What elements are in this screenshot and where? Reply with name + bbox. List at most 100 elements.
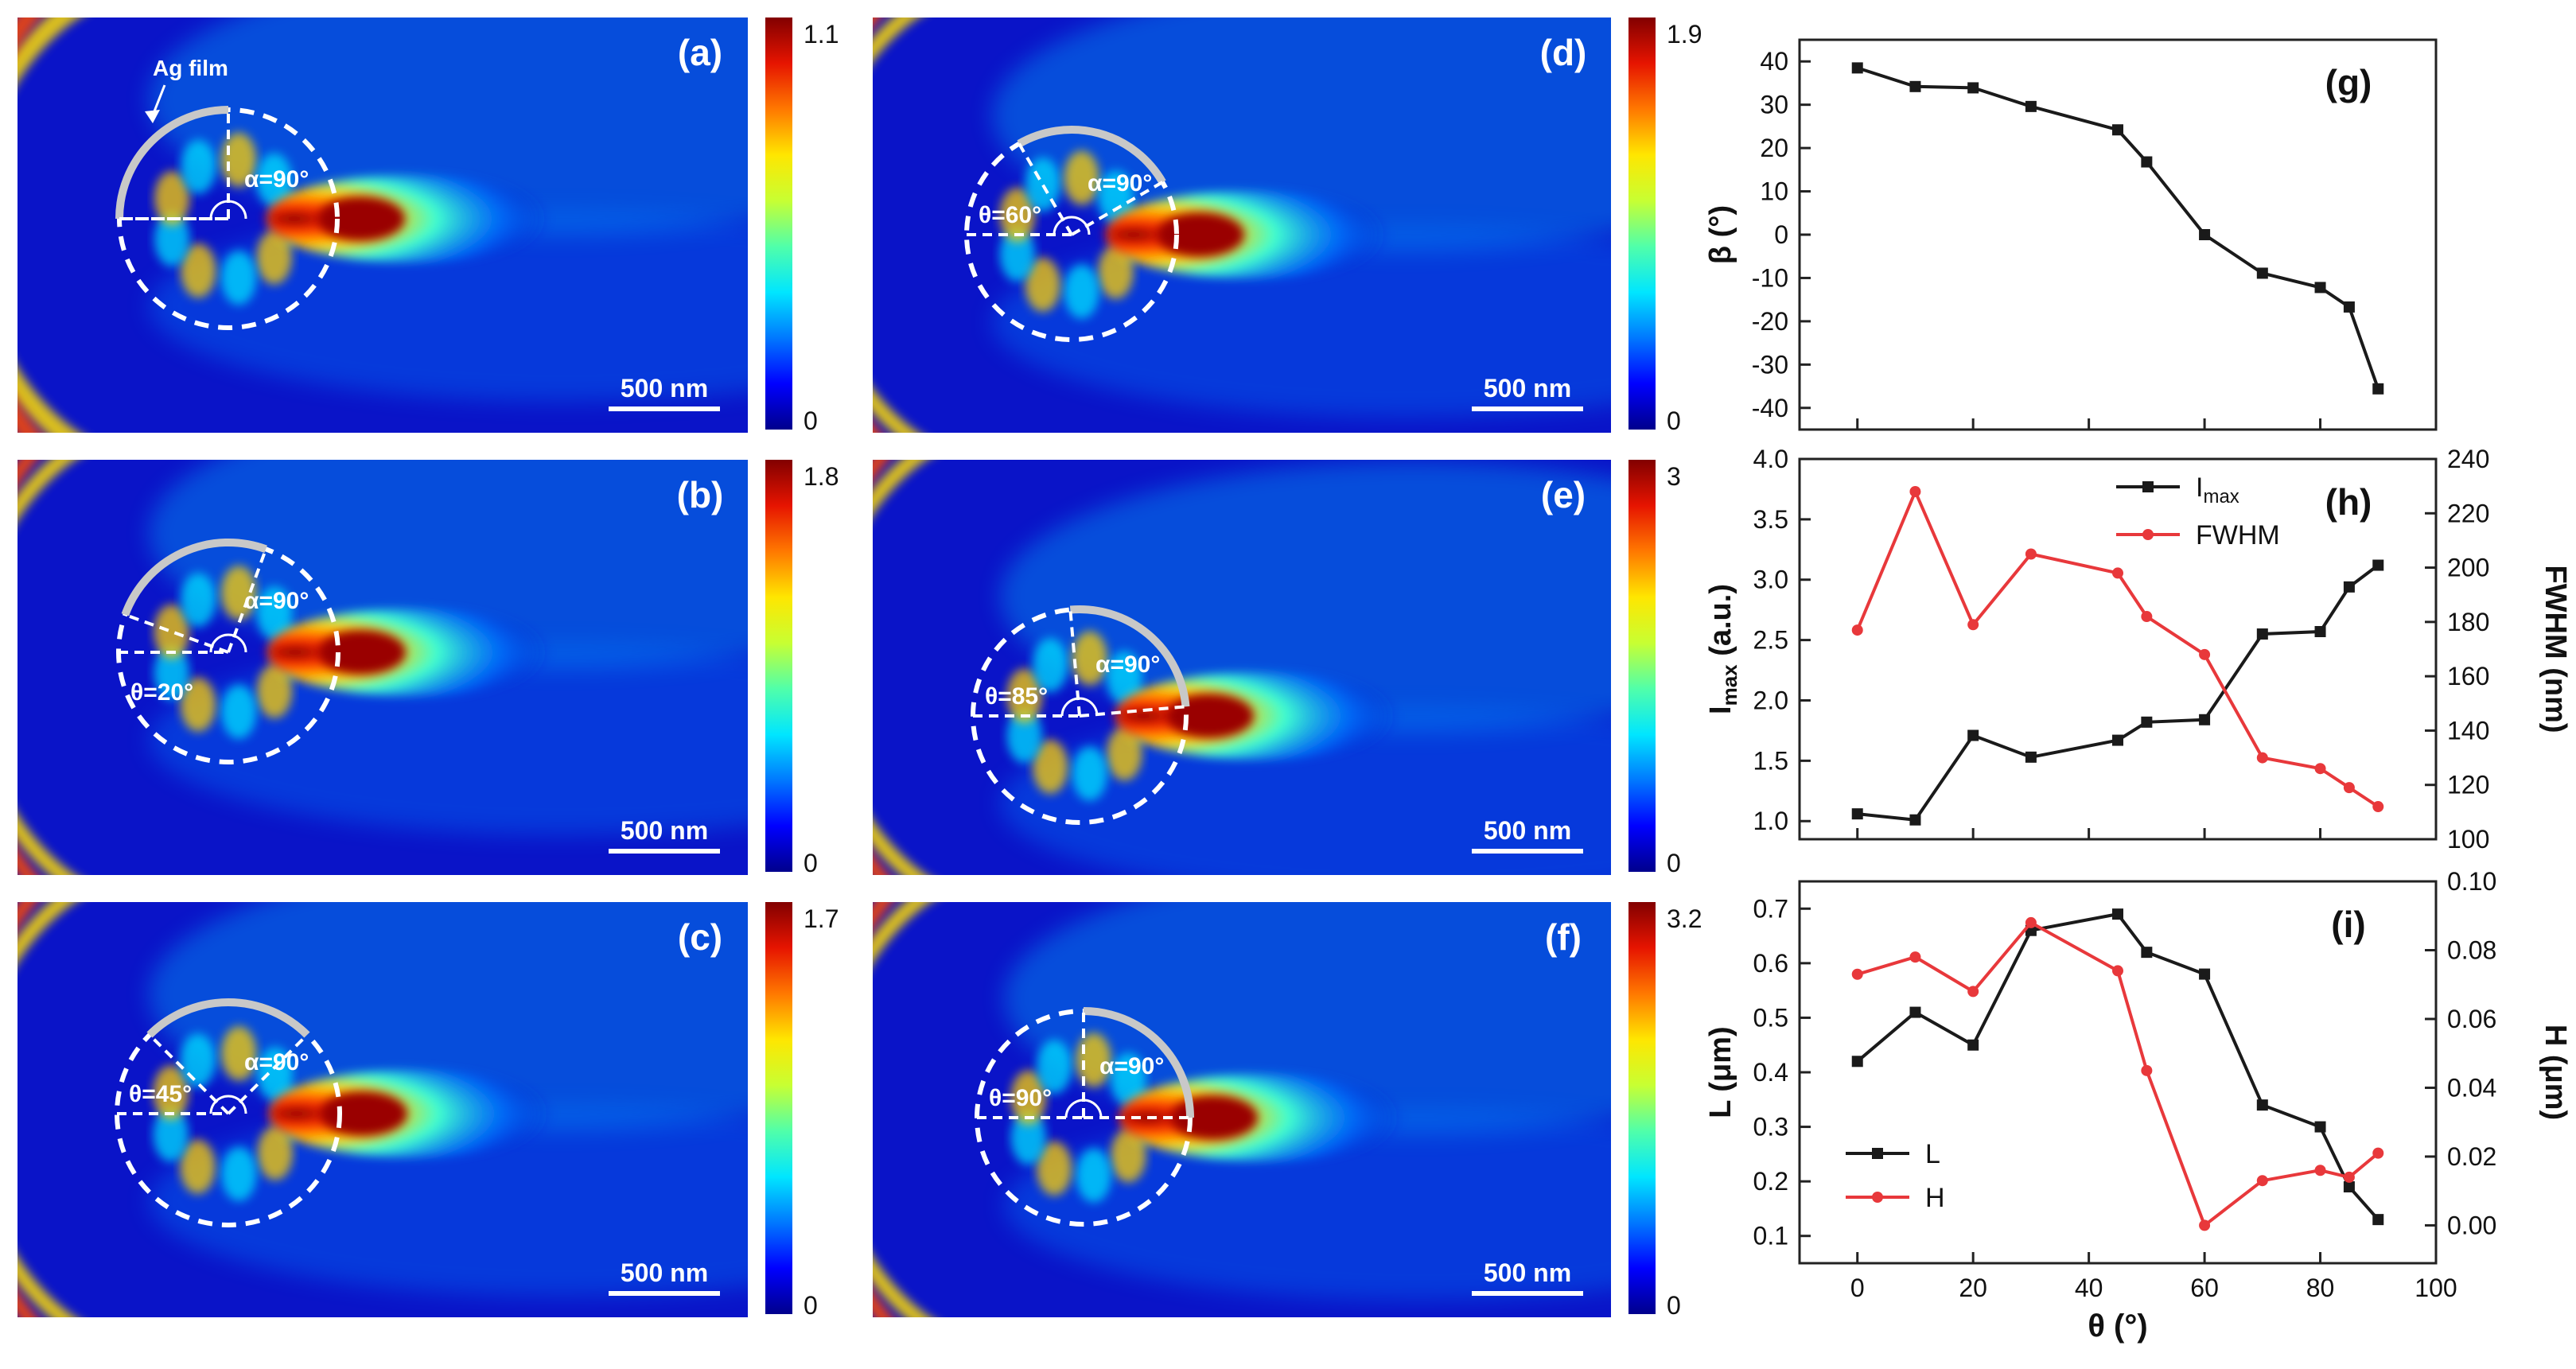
ag-film-label: Ag film [153,56,228,80]
interference-blob [1072,746,1107,801]
legend-marker-l [1872,1148,1883,1159]
interference-blob [257,1047,293,1102]
microsphere-outline [115,1000,342,1227]
angle-arc [1060,697,1099,717]
colorbar-min-label: 0 [804,849,818,877]
field-panel-b: α=90° θ=20° (b) 500 nm 1.8 0 [18,460,839,877]
interference-blob [999,227,1035,282]
scale-bar-label: 500 nm [621,374,708,403]
series-line-β [1857,66,2380,390]
interference-blob [154,171,190,226]
field-panel-d: α=90° θ=60° (d) 500 nm 1.9 0 [873,18,1702,435]
x-axis-label: θ (°) [2088,1309,2147,1344]
beam-core [318,630,406,675]
legend-label-h: H [1925,1183,1945,1213]
focused-beam [1105,191,1391,278]
wave-arc [873,460,927,875]
panel-label: (b) [677,474,724,515]
chart-g: 40 30 20 10 0 -10 -20 -30 -40 β (°) (g) [1704,38,2438,431]
interference-blob [181,677,216,732]
field-maps: α=90° Ag film (a) 500 nm 1.1 0 α=90° θ=20° (b) 50… [18,18,1702,1333]
y-right-tick-label: 180 [2447,608,2489,636]
interference-blob [999,188,1035,243]
colorbar [1628,460,1656,872]
ag-film-arc [146,998,310,1038]
interference-blob [1098,170,1134,225]
scale-bar-label: 500 nm [621,1258,708,1287]
interference-blob [257,586,293,641]
data-point-h [1909,951,1921,963]
y-tick-label: 1.0 [1753,807,1788,835]
x-tick-label: 0 [1850,1274,1865,1302]
data-point-imax [2343,581,2355,593]
interference-blob [221,1026,257,1081]
data-point-fwhm [2343,782,2355,794]
colorbar-max-label: 1.9 [1667,20,1702,49]
data-point-fwhm [2314,763,2326,775]
data-point-h [2256,1175,2268,1187]
data-point-fwhm [2025,548,2037,560]
data-point-fwhm [2141,611,2153,623]
focused-beam [1115,672,1401,760]
field-panel-c: α=90° θ=45° (c) 500 nm 1.7 0 [18,902,839,1320]
interference-blob [221,1146,257,1201]
y-tick-label: 40 [1760,47,1788,76]
data-point-β [1967,82,1979,94]
theta-label: θ=85° [985,683,1048,710]
y-tick-label: 10 [1760,177,1788,206]
y-right-tick-label: 160 [2447,662,2489,690]
interference-blob [181,243,216,298]
theta-label: θ=20° [130,679,193,706]
interference-blob [1072,631,1107,686]
y-tick-label: -20 [1752,307,1788,336]
focused-beam [266,175,552,263]
interference-blob [181,573,216,628]
data-point-fwhm [2372,801,2384,813]
y-right-tick-label: 220 [2447,499,2489,527]
y-tick-label: -30 [1752,350,1788,379]
interference-blob [1076,1148,1111,1203]
angle-arc [209,1095,247,1114]
data-point-imax [2112,734,2123,746]
data-point-fwhm [1967,619,1979,631]
data-point-h [2141,1064,2153,1076]
y-axis-label: L (μm) [1704,1026,1737,1118]
alpha-label: α=90° [244,1049,309,1075]
panel-label: (e) [1541,474,1586,515]
wave-arc [18,902,76,1317]
field-pattern [18,902,748,1317]
glow-lower [149,644,748,835]
x-tick-label: 80 [2306,1274,2335,1302]
data-point-l [1909,1006,1921,1018]
data-point-imax [2025,751,2037,763]
data-point-β [2025,100,2037,112]
scale-bar-label: 500 nm [1484,1258,1571,1287]
chart-panel-label: (g) [2325,62,2372,103]
data-point-imax [2199,714,2211,725]
data-point-imax [1851,808,1863,820]
legend-marker-h [1872,1192,1883,1203]
colorbar-min-label: 0 [1667,1291,1681,1320]
data-point-l [2372,1214,2384,1226]
glow-upper [149,460,748,668]
data-point-β [2256,267,2268,279]
x-tick-label: 40 [2075,1274,2103,1302]
focused-beam [267,609,553,696]
field-pattern [18,460,748,875]
data-point-imax [1967,729,1979,741]
y-tick-label: 30 [1760,91,1788,119]
wave-arc [786,886,853,1333]
y-tick-label: -10 [1752,263,1788,292]
angle-arc [1053,216,1091,235]
series-line-imax [1857,563,2379,822]
interference-blob [221,132,257,187]
x-tick-label: 60 [2190,1274,2219,1302]
y-tick-label: 0.3 [1753,1113,1788,1141]
interference-blob [1006,709,1042,764]
glow-lower [149,211,748,402]
data-point-β [1851,62,1863,74]
ag-film-pointer [151,84,166,116]
data-point-imax [2314,625,2326,637]
interference-blob [154,212,190,266]
